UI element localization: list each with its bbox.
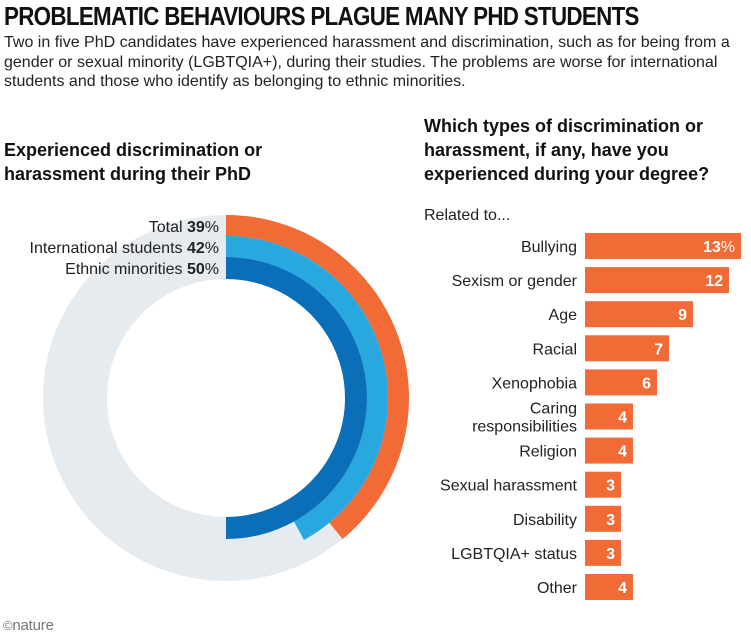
- chart-subtitle: Two in five PhD candidates have experien…: [4, 34, 730, 90]
- bar-value-4: 7: [654, 341, 663, 358]
- bar-chart-title: Which types of discrimination or harassm…: [424, 116, 710, 184]
- ring-label-2: International students 42%: [30, 240, 219, 257]
- bar-category-7: Religion: [519, 444, 577, 461]
- bar-value-10: 3: [606, 546, 615, 563]
- bar-category-2: Sexism or gender: [452, 273, 578, 290]
- bar-value-1: 13%: [703, 239, 735, 256]
- bar-2: [585, 267, 729, 294]
- bar-value-8: 3: [606, 478, 615, 495]
- bar-4: [585, 335, 669, 362]
- bar-value-11: 4: [618, 580, 627, 597]
- bar-category-3: Age: [549, 307, 578, 324]
- bar-category-4: Racial: [533, 341, 577, 358]
- bar-category-1: Bullying: [521, 239, 577, 256]
- ring-arc-1: [225, 215, 409, 539]
- bar-value-3: 9: [678, 307, 687, 324]
- bar-9: [585, 505, 621, 532]
- bar-7: [585, 437, 633, 464]
- bar-category-8: Sexual harassment: [440, 478, 578, 495]
- bar-category-10: LGBTQIA+ status: [451, 546, 577, 563]
- ring-arc-3: [225, 257, 367, 539]
- bar-value-2: 12: [705, 273, 723, 290]
- bar-value-6: 4: [618, 410, 627, 427]
- bar-value-9: 3: [606, 512, 615, 529]
- ring-label-3: Ethnic minorities 50%: [65, 261, 219, 278]
- ring-arc-2: [225, 236, 388, 540]
- nature-logo: ©nature: [3, 617, 54, 634]
- donut-chart-title: Experienced discrimination or harassment…: [4, 140, 263, 184]
- bar-1: [585, 233, 741, 259]
- bar-category-6: Caring responsibilities: [472, 401, 577, 436]
- bar-3: [585, 301, 693, 328]
- chart-title: PROBLEMATIC BEHAVIOURS PLAGUE MANY PHD S…: [4, 1, 639, 31]
- bar-category-11: Other: [537, 580, 578, 597]
- ring-label-1: Total 39%: [149, 219, 219, 236]
- bar-value-5: 6: [642, 375, 651, 392]
- bar-value-7: 4: [618, 444, 627, 461]
- bar-10: [585, 539, 621, 566]
- bar-6: [585, 403, 633, 430]
- bar-category-9: Disability: [513, 512, 577, 529]
- bar-category-5: Xenophobia: [492, 375, 578, 392]
- bar-chart-subtitle: Related to...: [424, 207, 511, 224]
- bar-5: [585, 369, 657, 396]
- bar-8: [585, 471, 621, 498]
- bar-11: [585, 574, 633, 600]
